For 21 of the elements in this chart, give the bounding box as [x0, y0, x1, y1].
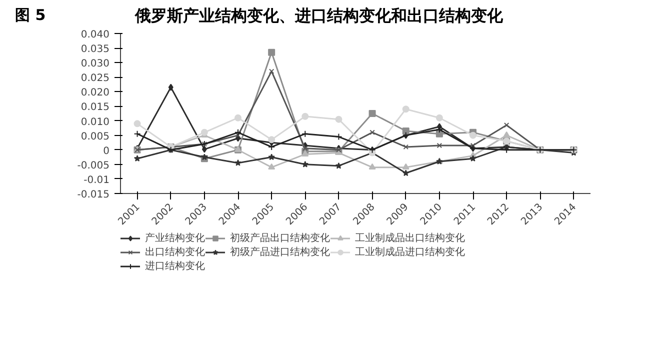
legend-label: 产业结构变化: [145, 232, 205, 245]
legend-label: 工业制成品出口结构变化: [355, 232, 465, 245]
legend-label: 出口结构变化: [145, 246, 205, 259]
legend-label: 初级产品出口结构变化: [230, 232, 330, 245]
y-tick-label: -0.01: [84, 174, 110, 186]
y-tick-label: 0.020: [80, 88, 110, 99]
y-tick-label: 0: [103, 146, 110, 157]
legend-label: 进口结构变化: [145, 260, 205, 273]
y-tick-label: -0.015: [77, 190, 110, 200]
caption: 图 5: [15, 5, 46, 26]
y-tick-label: 0.030: [80, 58, 110, 70]
legend-label: 工业制成品进口结构变化: [355, 246, 465, 259]
y-tick-label: 0.025: [80, 73, 110, 84]
chart-title: 俄罗斯产业结构变化、进口结构变化和出口结构变化: [135, 5, 503, 27]
y-tick-label: 0.015: [80, 102, 110, 114]
y-tick-label: -0.005: [77, 160, 110, 172]
y-tick-label: 0.005: [80, 131, 110, 142]
y-tick-label: 0.040: [80, 30, 110, 40]
y-tick-label: 0.035: [80, 44, 110, 56]
y-tick-label: 0.010: [80, 116, 110, 128]
legend-label: 初级产品进口结构变化: [230, 246, 330, 259]
